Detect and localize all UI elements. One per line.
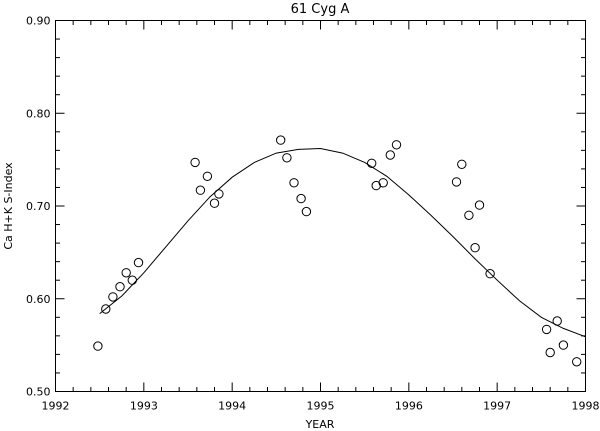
y-tick-label: 0.50 [26, 386, 51, 399]
data-point [115, 282, 125, 292]
data-point [545, 347, 555, 358]
x-tick-label: 1994 [218, 400, 246, 413]
data-point [209, 198, 220, 208]
data-point [133, 257, 144, 268]
data-point [541, 324, 552, 335]
y-tick-label: 0.90 [26, 15, 51, 28]
data-point [470, 243, 480, 253]
points-layer [93, 135, 582, 367]
y-tick-label: 0.80 [26, 107, 51, 120]
data-point [451, 177, 462, 187]
data-point [391, 140, 402, 150]
fit-curve [99, 147, 586, 338]
x-tick-label: 1998 [572, 400, 600, 413]
x-tick-label: 1992 [42, 400, 70, 413]
data-point [385, 150, 395, 160]
chart-title: 61 Cyg A [291, 2, 350, 17]
data-point [378, 178, 388, 188]
data-point [214, 189, 224, 199]
data-point [296, 193, 306, 204]
y-axis-label: Ca H+K S-Index [2, 162, 15, 250]
plot-frame [55, 20, 586, 392]
y-tick-label: 0.70 [26, 200, 51, 213]
data-point [190, 157, 200, 168]
data-point [108, 292, 118, 302]
x-axis-label: YEAR [305, 418, 335, 431]
data-point [474, 200, 485, 210]
data-point [195, 185, 206, 195]
data-point [558, 340, 569, 350]
data-point [301, 206, 312, 217]
ticks-layer: 1992 1993 1994 1995 1996 1997 1998 0.50 0.60 0.70… [26, 15, 600, 413]
y-tick-label: 0.60 [26, 293, 51, 306]
data-point [289, 178, 299, 188]
data-point [93, 341, 103, 351]
x-tick-label: 1995 [307, 400, 335, 413]
data-point [367, 158, 377, 169]
data-point [282, 153, 292, 163]
data-point [127, 275, 138, 285]
data-point [485, 269, 495, 279]
data-point [101, 304, 111, 314]
curve-layer [99, 147, 586, 338]
data-point [202, 171, 213, 182]
data-point [572, 357, 582, 367]
x-tick-label: 1997 [483, 400, 511, 413]
x-tick-label: 1993 [130, 400, 158, 413]
data-point [552, 316, 562, 326]
data-point [121, 268, 131, 278]
data-point [276, 135, 286, 145]
x-tick-label: 1996 [395, 400, 423, 413]
data-point [457, 159, 467, 170]
data-point [464, 210, 474, 221]
